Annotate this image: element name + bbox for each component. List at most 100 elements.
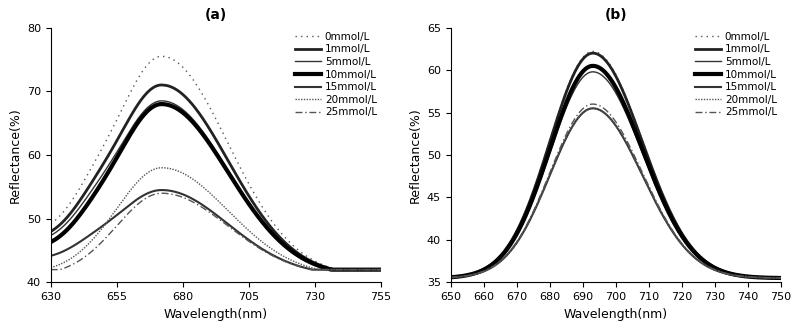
1mmol/L — [241, 189, 250, 193]
15mmol/L — [196, 202, 206, 206]
15mmol/L — [531, 206, 541, 210]
20mmol/L — [46, 266, 55, 270]
0mmol/L — [295, 249, 305, 253]
0mmol/L — [641, 149, 650, 153]
1mmol/L — [131, 106, 141, 110]
10mmol/L — [131, 124, 141, 128]
Y-axis label: Reflectance(%): Reflectance(%) — [8, 107, 22, 203]
10mmol/L — [46, 240, 55, 244]
5mmol/L — [104, 163, 114, 166]
20mmol/L — [314, 268, 324, 272]
10mmol/L — [295, 255, 305, 259]
15mmol/L — [667, 229, 677, 233]
0mmol/L — [531, 183, 541, 187]
5mmol/L — [596, 72, 606, 76]
15mmol/L — [46, 254, 55, 258]
20mmol/L — [104, 217, 114, 221]
10mmol/L — [588, 64, 598, 68]
10mmol/L — [596, 66, 606, 70]
Y-axis label: Reflectance(%): Reflectance(%) — [408, 107, 422, 203]
25mmol/L — [667, 227, 677, 231]
1mmol/L — [596, 54, 606, 58]
25mmol/L — [776, 276, 786, 280]
15mmol/L — [446, 275, 455, 279]
1mmol/L — [504, 242, 514, 246]
15mmol/L — [641, 181, 650, 185]
Line: 20mmol/L: 20mmol/L — [50, 168, 381, 270]
5mmol/L — [695, 256, 705, 260]
1mmol/L — [667, 213, 677, 217]
20mmol/L — [695, 260, 705, 264]
0mmol/L — [596, 52, 606, 56]
0mmol/L — [504, 242, 514, 246]
0mmol/L — [157, 54, 166, 58]
1mmol/L — [196, 114, 206, 117]
5mmol/L — [241, 196, 250, 200]
0mmol/L — [446, 275, 455, 279]
25mmol/L — [157, 191, 166, 195]
Line: 5mmol/L: 5mmol/L — [50, 101, 381, 270]
0mmol/L — [588, 49, 598, 53]
10mmol/L — [695, 256, 705, 260]
20mmol/L — [504, 251, 514, 255]
0mmol/L — [776, 276, 786, 280]
25mmol/L — [446, 275, 455, 279]
15mmol/L — [295, 265, 305, 268]
1mmol/L — [157, 83, 166, 87]
15mmol/L — [157, 188, 166, 192]
15mmol/L — [776, 276, 786, 280]
Line: 15mmol/L: 15mmol/L — [50, 190, 381, 270]
0mmol/L — [46, 222, 55, 226]
15mmol/L — [695, 260, 705, 264]
0mmol/L — [131, 81, 141, 85]
0mmol/L — [104, 133, 114, 137]
5mmol/L — [295, 254, 305, 258]
5mmol/L — [776, 276, 786, 280]
20mmol/L — [588, 106, 598, 110]
1mmol/L — [776, 276, 786, 280]
25mmol/L — [131, 204, 141, 208]
10mmol/L — [376, 268, 386, 272]
20mmol/L — [241, 226, 250, 230]
25mmol/L — [588, 102, 598, 106]
15mmol/L — [596, 109, 606, 113]
0mmol/L — [695, 254, 705, 258]
20mmol/L — [446, 275, 455, 279]
25mmol/L — [376, 268, 386, 272]
15mmol/L — [376, 268, 386, 272]
5mmol/L — [641, 160, 650, 164]
25mmol/L — [196, 205, 206, 209]
0mmol/L — [667, 213, 677, 217]
15mmol/L — [504, 251, 514, 255]
10mmol/L — [667, 217, 677, 221]
25mmol/L — [695, 260, 705, 264]
25mmol/L — [241, 237, 250, 241]
5mmol/L — [667, 218, 677, 222]
5mmol/L — [131, 120, 141, 124]
20mmol/L — [667, 229, 677, 233]
5mmol/L — [46, 234, 55, 238]
Line: 25mmol/L: 25mmol/L — [50, 193, 381, 270]
0mmol/L — [267, 219, 277, 223]
15mmol/L — [104, 219, 114, 223]
0mmol/L — [334, 268, 343, 272]
10mmol/L — [196, 130, 206, 134]
1mmol/L — [267, 226, 277, 230]
25mmol/L — [531, 204, 541, 208]
10mmol/L — [504, 244, 514, 248]
25mmol/L — [504, 250, 514, 254]
Title: (b): (b) — [605, 8, 627, 22]
20mmol/L — [376, 268, 386, 272]
Line: 1mmol/L: 1mmol/L — [50, 85, 381, 270]
5mmol/L — [531, 191, 541, 195]
10mmol/L — [776, 276, 786, 280]
1mmol/L — [641, 150, 650, 154]
15mmol/L — [241, 236, 250, 240]
5mmol/L — [327, 268, 337, 272]
1mmol/L — [104, 152, 114, 156]
5mmol/L — [196, 127, 206, 131]
5mmol/L — [376, 268, 386, 272]
Line: 20mmol/L: 20mmol/L — [450, 108, 781, 278]
1mmol/L — [295, 253, 305, 257]
Title: (a): (a) — [205, 8, 227, 22]
